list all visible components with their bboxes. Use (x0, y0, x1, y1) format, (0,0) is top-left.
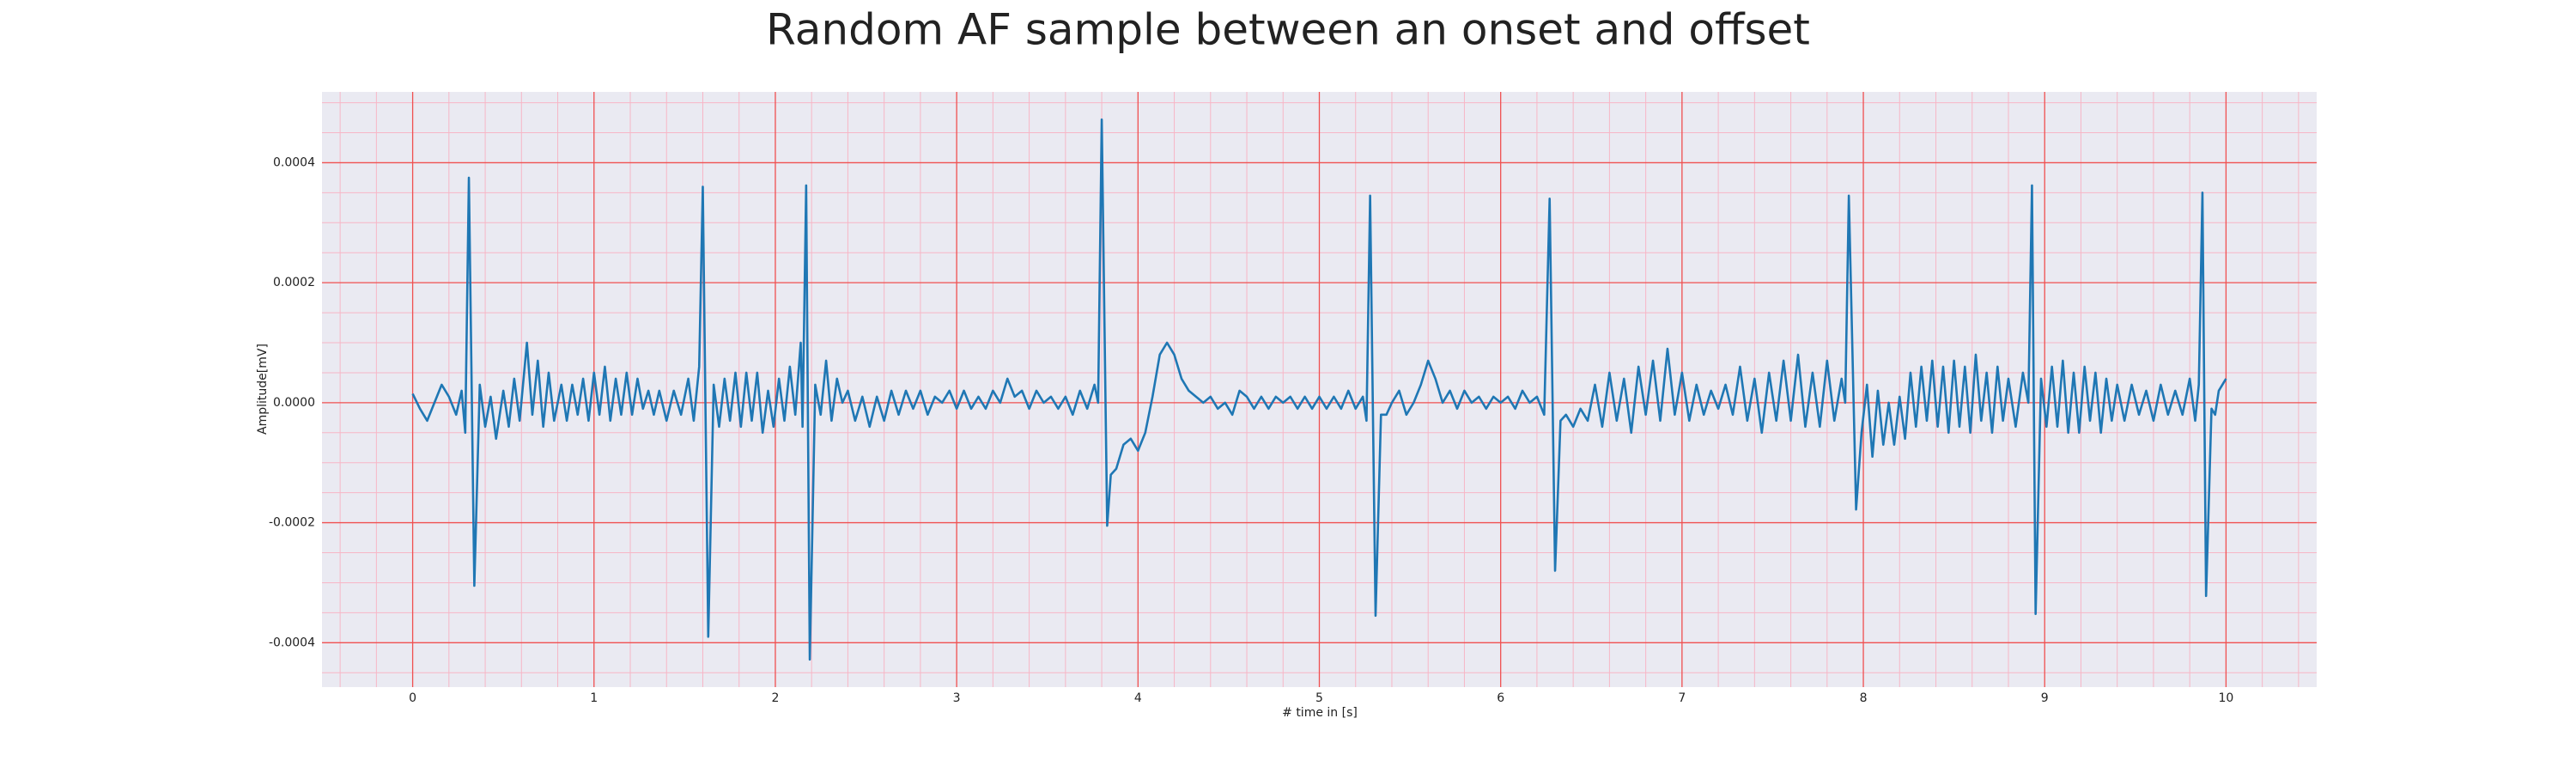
x-tick-label: 9 (2041, 691, 2049, 705)
x-tick-label: 10 (2218, 691, 2233, 705)
x-tick-label: 5 (1315, 691, 1323, 705)
x-tick-label: 1 (590, 691, 598, 705)
signal-line (411, 118, 2227, 661)
x-tick-label: 7 (1678, 691, 1686, 705)
x-tick-label: 2 (771, 691, 779, 705)
y-tick-label: -0.0002 (269, 516, 315, 530)
x-tick-label: 4 (1134, 691, 1142, 705)
x-tick-label: 3 (953, 691, 961, 705)
y-axis-label: Amplitude[mV] (256, 344, 270, 435)
chart-title: Random AF sample between an onset and of… (766, 5, 1810, 55)
x-tick-label: 0 (409, 691, 416, 705)
y-tick-label: 0.0004 (273, 155, 315, 169)
y-tick-label: 0.0000 (273, 396, 315, 410)
y-tick-label: -0.0004 (269, 636, 315, 649)
y-tick-label: 0.0002 (273, 276, 315, 289)
x-tick-label: 6 (1497, 691, 1504, 705)
x-axis-label: # time in [s] (1282, 706, 1358, 720)
x-tick-label: 8 (1860, 691, 1868, 705)
